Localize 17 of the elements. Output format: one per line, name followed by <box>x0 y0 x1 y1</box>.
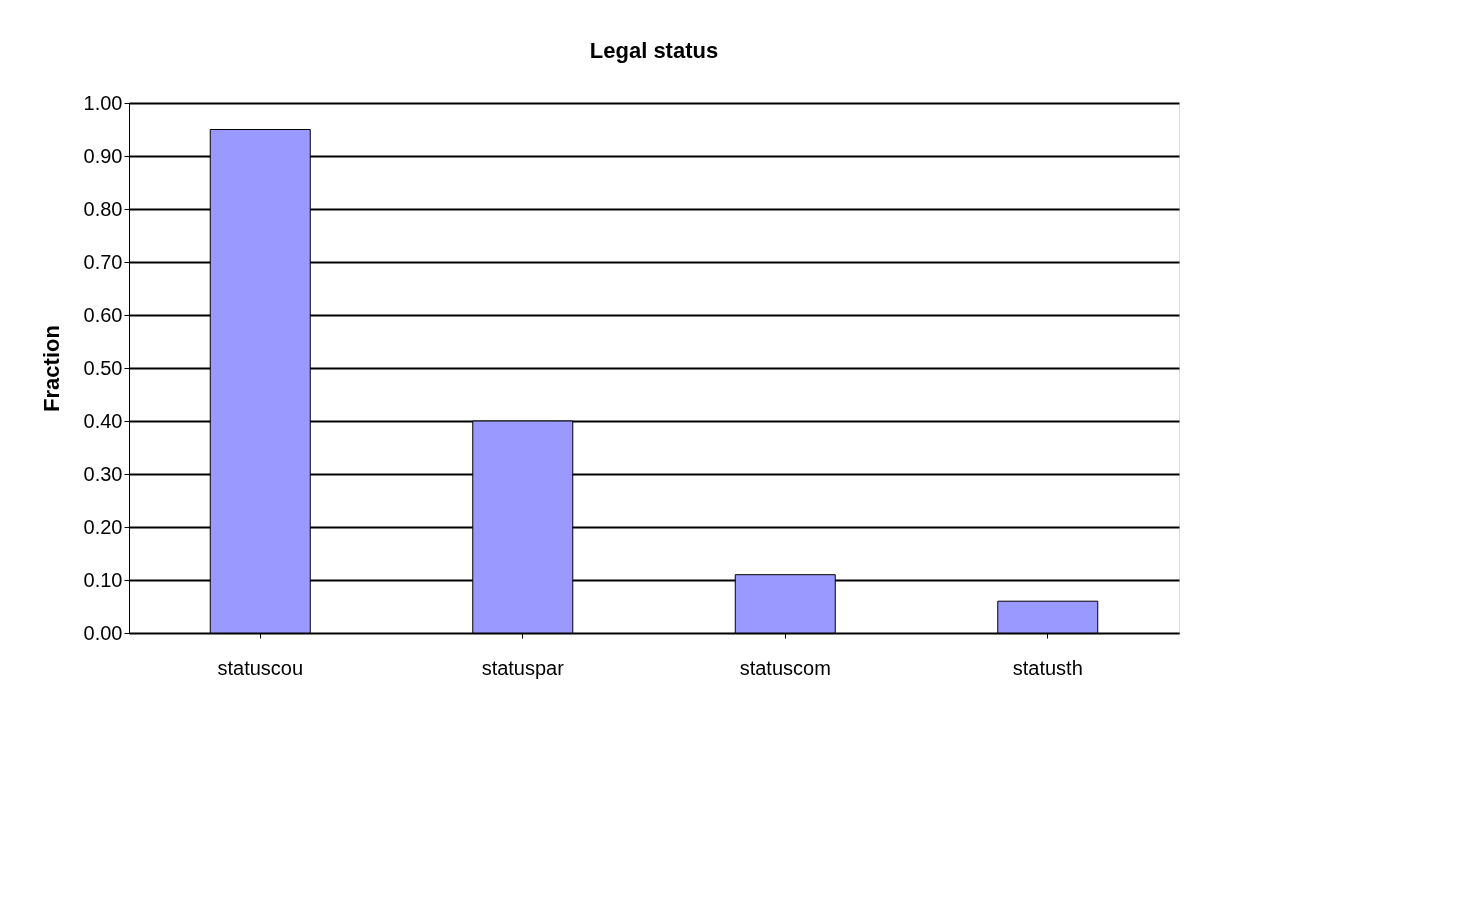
y-tick-label: 0.90 <box>83 144 123 167</box>
y-tick-label: 0.00 <box>83 621 123 644</box>
y-axis-title: Fraction <box>38 325 64 412</box>
chart-title: Legal status <box>589 38 719 63</box>
x-tick-label: statuscom <box>739 656 831 679</box>
y-tick-label: 0.50 <box>83 356 123 379</box>
y-tick-label: 0.60 <box>83 303 123 326</box>
y-tick-label: 0.10 <box>83 568 123 591</box>
x-tick-label: statuscou <box>217 656 304 679</box>
x-tick-label: statusth <box>1012 656 1083 679</box>
y-tick-label: 0.20 <box>83 515 123 538</box>
y-tick-label: 0.80 <box>83 197 123 220</box>
y-tick-label: 1.00 <box>83 91 123 114</box>
x-tick-label: statuspar <box>481 656 565 679</box>
y-tick-label: 0.40 <box>83 409 123 432</box>
y-tick-label: 0.30 <box>83 462 123 485</box>
y-tick-label: 0.70 <box>83 250 123 273</box>
